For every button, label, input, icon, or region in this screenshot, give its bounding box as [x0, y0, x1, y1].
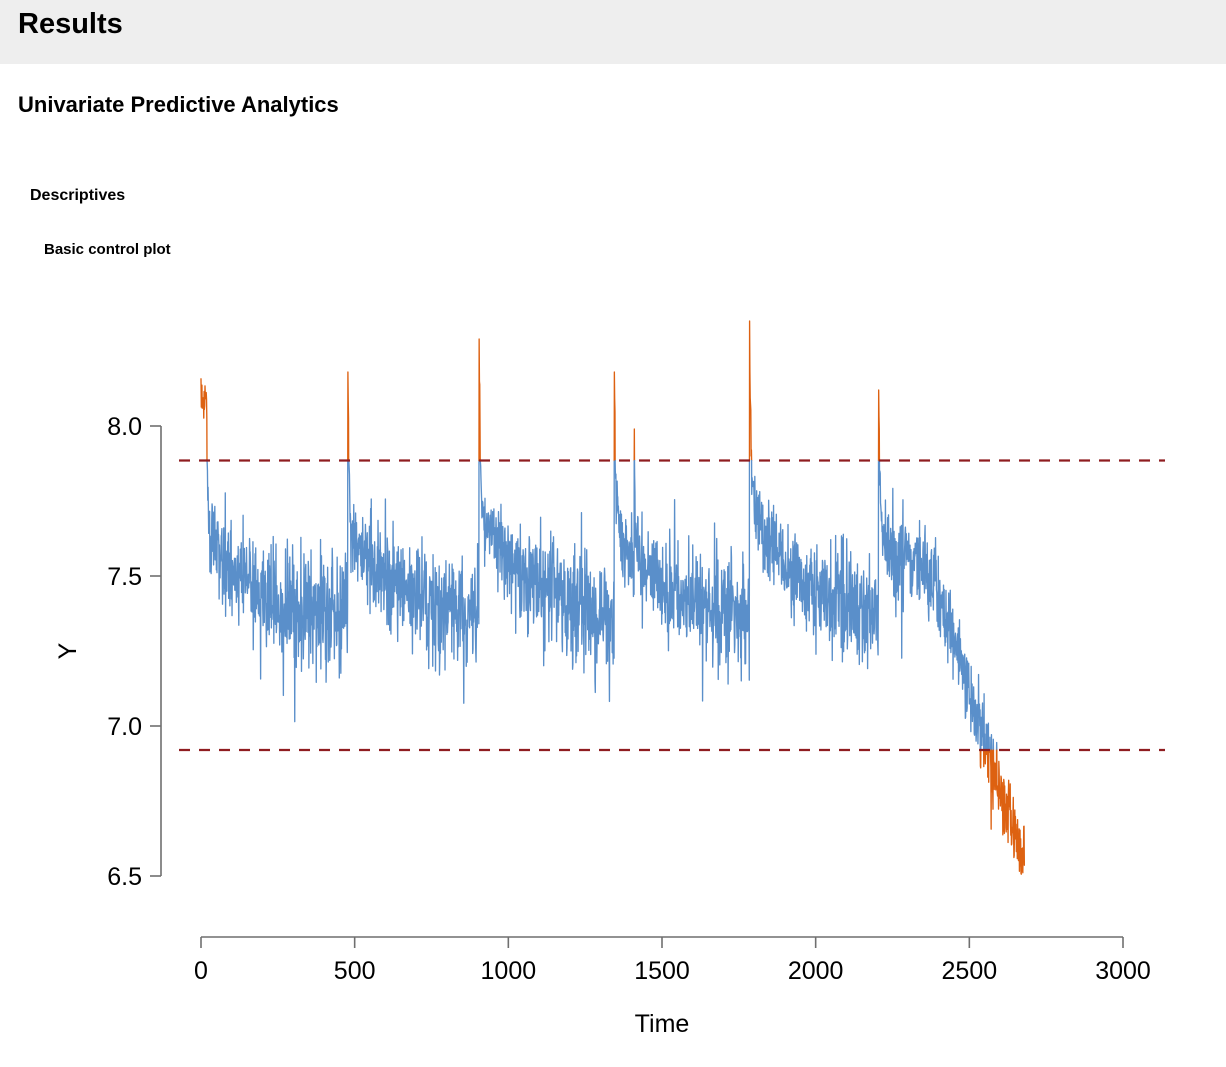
x-axis-tick-label: 2000 [788, 957, 844, 985]
x-axis-tick-label: 0 [194, 957, 208, 985]
series-segment [992, 749, 998, 791]
plot-heading-basic-control-plot[interactable]: Basic control plot [44, 241, 171, 258]
x-axis-title: Time [635, 1010, 690, 1038]
series-segment [633, 459, 751, 702]
x-axis-tick-label: 500 [334, 957, 376, 985]
analysis-title[interactable]: Univariate Predictive Analytics [18, 92, 339, 117]
y-axis-tick-label: 7.0 [107, 713, 142, 741]
page-title: Results [18, 8, 123, 40]
y-axis-tick-label: 8.0 [107, 413, 142, 441]
series-segment [996, 749, 1026, 875]
series-segment [347, 459, 480, 704]
series-segment [989, 749, 992, 830]
y-axis-title: Y [54, 642, 82, 659]
series-segment [613, 371, 616, 462]
series-segment [877, 389, 881, 462]
axis-labels-layer: 6.5 7.0 7.5 8.0 0 500 1000 1500 2000 2500 3000 Time… [54, 413, 1151, 1038]
series-segment [750, 459, 880, 670]
series-segment [987, 722, 990, 751]
series-segment [478, 338, 481, 462]
control-plot-container: 6.5 7.0 7.5 8.0 0 500 1000 1500 2000 2500 3000 Time… [0, 280, 1226, 1040]
series-segment [479, 459, 615, 703]
x-axis-tick-label: 1000 [481, 957, 537, 985]
series-segment [990, 749, 994, 810]
series-segment [748, 320, 753, 462]
x-axis-tick-label: 1500 [634, 957, 690, 985]
y-axis-tick-label: 6.5 [107, 863, 142, 891]
series-segment [200, 378, 208, 462]
y-axis-tick-label: 7.5 [107, 563, 142, 591]
section-heading-descriptives[interactable]: Descriptives [30, 187, 126, 204]
control-limit-lines [179, 459, 1165, 752]
series-segment [989, 736, 992, 751]
x-axis-tick-label: 3000 [1095, 957, 1151, 985]
control-plot-svg: 6.5 7.0 7.5 8.0 0 500 1000 1500 2000 2500 3000 Time… [54, 320, 1165, 1038]
series-segment [980, 702, 985, 751]
results-header-bar: Results [0, 0, 1226, 64]
axes-layer [150, 425, 1124, 948]
x-axis-tick-label: 2500 [942, 957, 998, 985]
series-segment [347, 371, 350, 462]
series-segment [206, 459, 349, 723]
series-segment [878, 459, 981, 751]
series-layer [200, 320, 1026, 875]
series-segment [979, 749, 982, 769]
series-segment [614, 459, 635, 598]
